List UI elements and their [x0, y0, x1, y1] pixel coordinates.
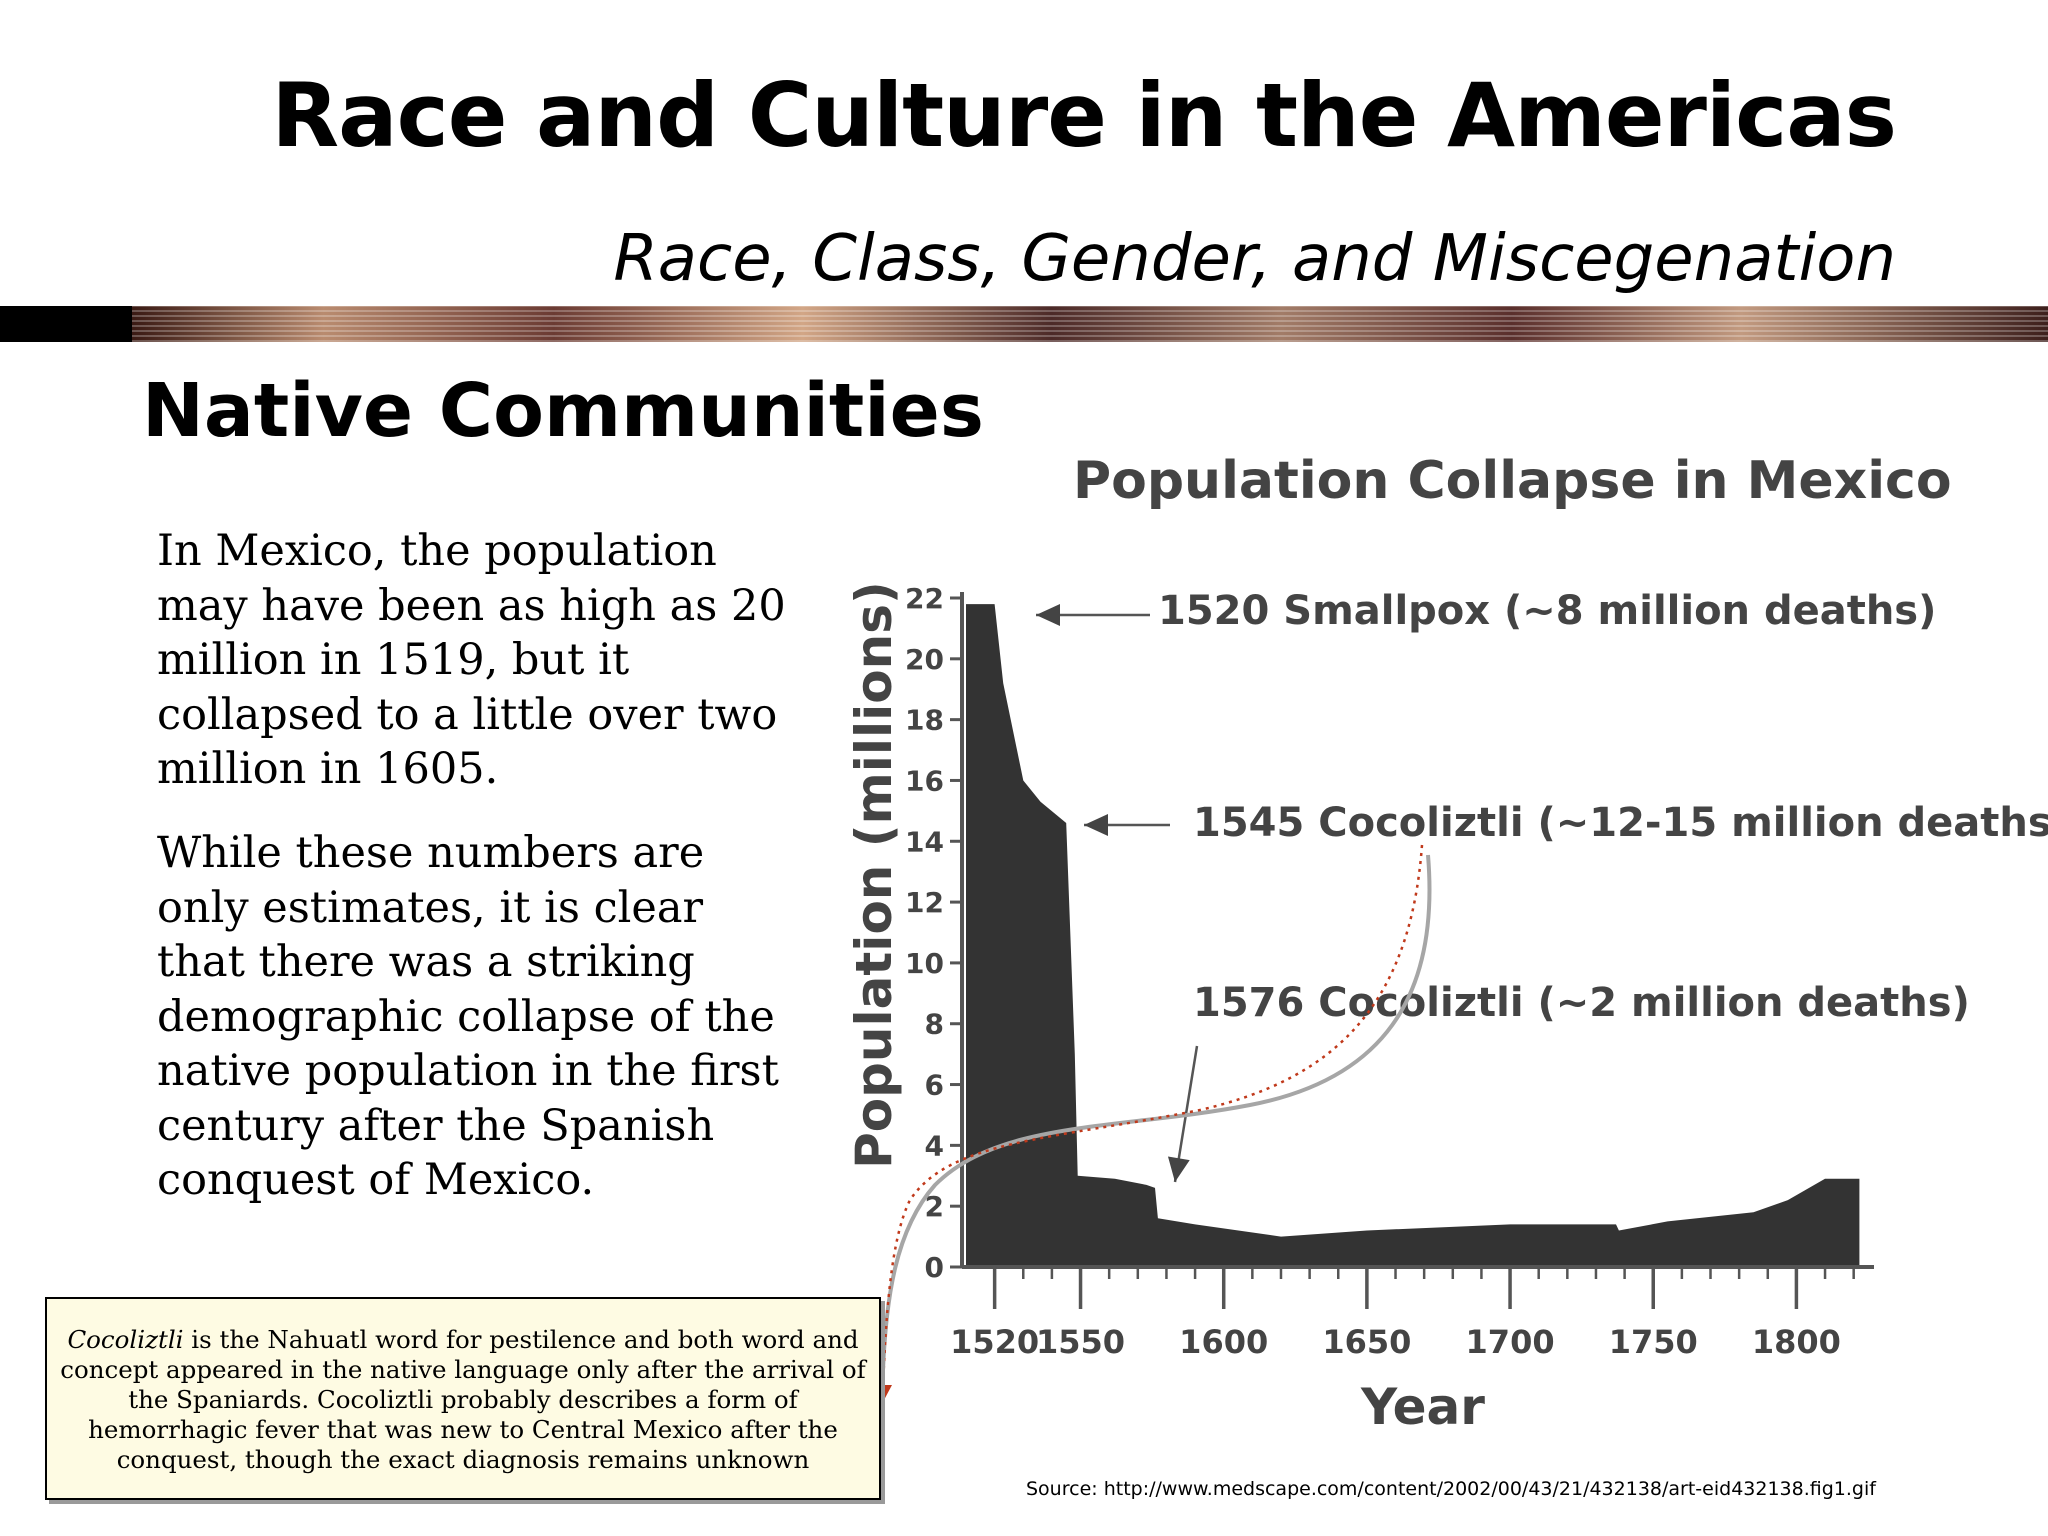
y-tick-label: 2	[925, 1190, 944, 1223]
y-tick-label: 8	[925, 1008, 944, 1041]
title-divider-bar	[0, 306, 2048, 342]
population-area	[966, 604, 1860, 1267]
y-tick-label: 18	[905, 704, 944, 737]
footnote-connector-gray	[881, 854, 1432, 1371]
footnote-text: is the Nahuatl word for pestilence and b…	[60, 1325, 866, 1474]
annotation-arrowhead	[1036, 604, 1060, 626]
body-paragraph-1: In Mexico, the population may have been …	[157, 526, 786, 794]
footnote-term: Cocoliztli	[67, 1325, 184, 1354]
body-paragraph-2: While these numbers are only estimates, …	[157, 828, 779, 1205]
y-tick-label: 12	[905, 886, 944, 919]
y-axis-label: Population (millions)	[845, 581, 903, 1169]
annotation-label-2: 1545 Cocoliztli (~12-15 million deaths)	[1193, 800, 2048, 846]
slide-title: Race and Culture in the Americas	[271, 64, 1897, 167]
chart-title: Population Collapse in Mexico	[1073, 451, 1952, 511]
slide-subtitle: Race, Class, Gender, and Miscegenation	[613, 222, 1896, 296]
y-tick-label: 6	[925, 1069, 944, 1102]
x-tick-label: 1800	[1752, 1323, 1841, 1361]
y-tick-label: 0	[925, 1251, 944, 1284]
annotation-label-1: 1520 Smallpox (~8 million deaths)	[1158, 588, 1936, 634]
x-tick-label: 1600	[1179, 1323, 1268, 1361]
x-tick-label: 1550	[1036, 1323, 1125, 1361]
annotation-arrowhead	[1084, 814, 1108, 836]
x-tick-label: 1700	[1466, 1323, 1555, 1361]
cocoliztli-footnote: Cocoliztli is the Nahuatl word for pesti…	[45, 1297, 881, 1500]
divider-dark-block	[0, 306, 132, 342]
divider-streak	[132, 306, 2048, 342]
x-axis-label: Year	[1360, 1378, 1485, 1436]
source-citation: Source: http://www.medscape.com/content/…	[1026, 1478, 1876, 1500]
y-tick-label: 22	[905, 582, 944, 615]
y-tick-label: 16	[905, 764, 944, 797]
x-tick-label: 1520	[950, 1323, 1039, 1361]
section-heading: Native Communities	[142, 368, 984, 454]
y-tick-label: 10	[905, 947, 944, 980]
x-tick-label: 1650	[1322, 1323, 1411, 1361]
annotation-label-3: 1576 Cocoliztli (~2 million deaths)	[1193, 980, 1970, 1026]
y-tick-label: 14	[905, 825, 944, 858]
x-tick-label: 1750	[1609, 1323, 1698, 1361]
annotation-arrowhead	[1167, 1156, 1190, 1182]
y-tick-label: 4	[925, 1129, 944, 1162]
y-tick-label: 20	[905, 643, 944, 676]
footnote-connector-red	[881, 844, 1424, 1386]
